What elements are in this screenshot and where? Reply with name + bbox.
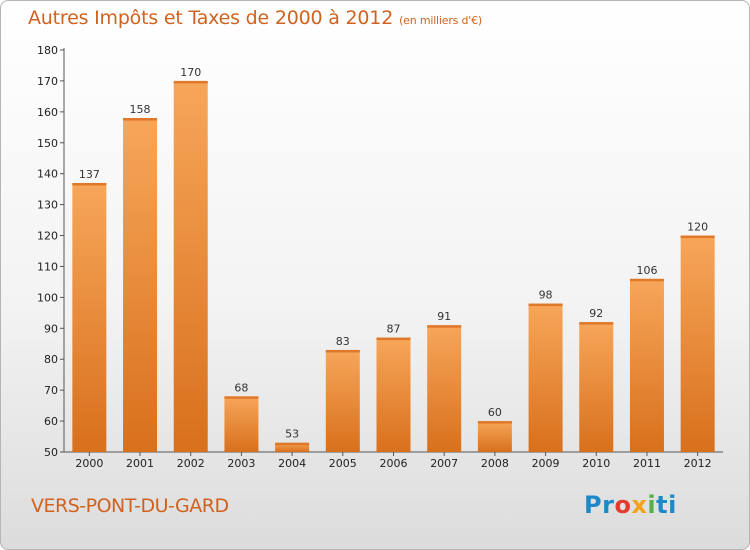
- y-tick-label: 120: [37, 230, 58, 243]
- bar-value-label: 83: [336, 335, 350, 348]
- bar: [173, 80, 208, 452]
- bar-top-edge: [173, 80, 208, 84]
- bar-group: 120: [680, 221, 715, 452]
- bar-top-edge: [680, 235, 715, 239]
- x-tick-label: 2008: [481, 457, 509, 470]
- bar-top-edge: [528, 303, 563, 307]
- y-tick-label: 160: [37, 106, 58, 119]
- x-tick-label: 2006: [380, 457, 408, 470]
- bar-top-edge: [275, 442, 310, 446]
- bar-group: 170: [173, 66, 208, 452]
- bar-group: 60: [477, 406, 512, 452]
- y-tick-label: 100: [37, 291, 58, 304]
- bar-top-edge: [376, 337, 411, 341]
- bar-value-label: 87: [387, 323, 401, 336]
- bar: [579, 322, 614, 452]
- y-tick-label: 150: [37, 137, 58, 150]
- x-tick-label: 2000: [75, 457, 103, 470]
- bar-group: 137: [72, 168, 107, 452]
- y-tick-label: 110: [37, 260, 58, 273]
- x-tick-label: 2010: [582, 457, 610, 470]
- chart-title-text: Autres Impôts et Taxes de 2000 à 2012: [28, 7, 394, 29]
- bar-value-label: 91: [437, 310, 451, 323]
- bar: [427, 325, 462, 452]
- bar-value-label: 158: [130, 103, 151, 116]
- y-tick-label: 90: [44, 322, 58, 335]
- bar-top-edge: [629, 278, 664, 282]
- x-tick-label: 2002: [177, 457, 205, 470]
- y-tick-label: 130: [37, 199, 58, 212]
- bar-value-label: 53: [285, 428, 299, 441]
- bar-value-label: 137: [79, 168, 100, 181]
- bar-group: 91: [427, 310, 462, 452]
- y-tick-label: 50: [44, 446, 58, 459]
- chart-subtitle: (en milliers d'€): [399, 14, 482, 27]
- bar-value-label: 92: [589, 307, 603, 320]
- bar-value-label: 98: [539, 289, 553, 302]
- bar: [123, 118, 158, 453]
- x-tick-label: 2007: [430, 457, 458, 470]
- x-tick-label: 2009: [532, 457, 560, 470]
- bar: [477, 421, 512, 452]
- bar-group: 106: [629, 264, 664, 452]
- x-tick-label: 2001: [126, 457, 154, 470]
- y-tick-label: 60: [44, 415, 58, 428]
- bar-group: 158: [123, 103, 158, 453]
- y-tick-label: 70: [44, 384, 58, 397]
- bar-top-edge: [427, 325, 462, 328]
- bar-top-edge: [123, 118, 158, 121]
- chart-title: Autres Impôts et Taxes de 2000 à 2012 (en…: [28, 7, 482, 29]
- bar-group: 87: [376, 323, 411, 452]
- x-tick-label: 2011: [633, 457, 661, 470]
- bar: [325, 349, 360, 452]
- bar-group: 98: [528, 289, 563, 452]
- bar-value-label: 170: [180, 66, 201, 79]
- bar-top-edge: [325, 349, 360, 353]
- bar: [528, 303, 563, 452]
- bar-group: 92: [579, 307, 614, 452]
- bar: [224, 396, 259, 452]
- bar-group: 68: [224, 381, 259, 452]
- x-tick-label: 2012: [684, 457, 712, 470]
- x-tick-label: 2004: [278, 457, 306, 470]
- bar-value-label: 120: [687, 221, 708, 234]
- y-tick-label: 180: [37, 44, 58, 57]
- bar-value-label: 60: [488, 406, 502, 419]
- bar: [275, 442, 310, 452]
- bar: [629, 278, 664, 452]
- bar-group: 83: [325, 335, 360, 452]
- bar-group: 53: [275, 428, 310, 452]
- x-tick-label: 2003: [227, 457, 255, 470]
- bar-value-label: 68: [234, 381, 248, 394]
- proxiti-logo: Proxiti: [584, 491, 677, 519]
- bar-top-edge: [224, 396, 259, 399]
- y-tick-label: 170: [37, 75, 58, 88]
- y-tick-label: 80: [44, 353, 58, 366]
- y-tick-label: 140: [37, 168, 58, 181]
- bar: [72, 182, 107, 452]
- city-name: VERS-PONT-DU-GARD: [31, 495, 229, 517]
- bar-value-label: 106: [636, 264, 657, 277]
- x-tick-label: 2005: [329, 457, 357, 470]
- bar: [680, 235, 715, 452]
- bar-top-edge: [579, 322, 614, 325]
- bar-top-edge: [477, 421, 512, 424]
- bar: [376, 337, 411, 452]
- bar-top-edge: [72, 182, 107, 186]
